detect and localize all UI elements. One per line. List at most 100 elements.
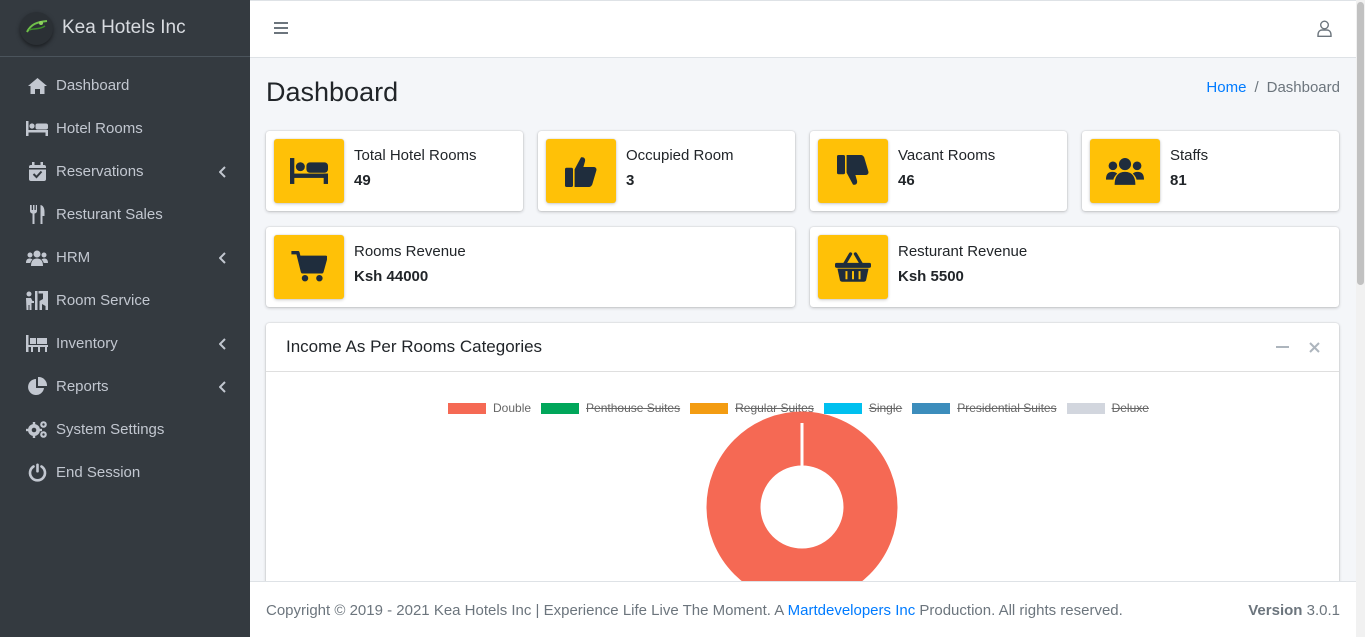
info-box-value: 3 — [626, 172, 635, 189]
info-box-occupied-rooms: Occupied Room 3 — [538, 131, 795, 211]
sidebar-item-label: Reports — [56, 378, 109, 395]
legend-swatch — [690, 402, 729, 414]
footer-suffix-text: Production. All rights reserved. — [915, 602, 1123, 619]
legend-item[interactable]: Presidential Suites — [912, 401, 1057, 415]
breadcrumb-home-link[interactable]: Home — [1206, 79, 1247, 96]
close-icon[interactable] — [1307, 339, 1321, 355]
info-box-label: Vacant Rooms — [898, 147, 996, 164]
sidebar-item-label: End Session — [56, 464, 141, 481]
sidebar-item-hrm[interactable]: HRM — [0, 236, 250, 279]
info-box-value: Ksh 5500 — [898, 268, 964, 285]
info-box-value: Ksh 44000 — [354, 268, 429, 285]
sidebar-item-reservations[interactable]: Reservations — [0, 150, 250, 193]
legend-item[interactable]: Penthouse Suites — [541, 401, 680, 415]
sidebar-item-dashboard[interactable]: Dashboard — [0, 64, 250, 107]
sidebar-item-label: Room Service — [56, 292, 151, 309]
sidebar-nav: Dashboard Hotel Rooms Reservations Restu… — [0, 57, 250, 494]
legend-swatch — [912, 402, 951, 414]
brand-logo — [20, 11, 53, 45]
chevron-left-icon — [218, 380, 226, 398]
legend-swatch — [541, 402, 580, 414]
info-box-label: Rooms Revenue — [354, 243, 466, 260]
sidebar-item-reports[interactable]: Reports — [0, 365, 250, 408]
legend-label: Regular Suites — [735, 401, 814, 415]
utensils-icon — [26, 205, 48, 225]
user-icon[interactable] — [1317, 20, 1332, 42]
legend-label: Deluxe — [1111, 401, 1149, 415]
home-icon — [26, 76, 48, 96]
shopping-cart-icon — [274, 235, 344, 299]
sidebar-item-resturant-sales[interactable]: Resturant Sales — [0, 193, 250, 236]
sidebar-item-label: Reservations — [56, 163, 144, 180]
footer-version: Version 3.0.1 — [1248, 602, 1340, 619]
sidebar-item-hotel-rooms[interactable]: Hotel Rooms — [0, 107, 250, 150]
page-scrollbar[interactable] — [1356, 0, 1365, 637]
sidebar-item-label: Inventory — [56, 335, 118, 352]
sidebar-item-label: Resturant Sales — [56, 206, 163, 223]
info-box-value: 49 — [354, 172, 371, 189]
top-navbar — [250, 0, 1356, 58]
footer-company-link[interactable]: Martdevelopers Inc — [787, 602, 916, 619]
chart-pie-icon — [26, 377, 48, 397]
person-booth-icon — [26, 291, 48, 311]
info-box-label: Occupied Room — [626, 147, 734, 164]
users-icon — [26, 248, 48, 268]
sidebar: Kea Hotels Inc Dashboard Hotel Rooms Res… — [0, 0, 250, 637]
legend-item[interactable]: Single — [823, 401, 903, 415]
info-box-value: 81 — [1170, 172, 1187, 189]
footer-copyright: Copyright © 2019 - 2021 Kea Hotels Inc |… — [266, 602, 1123, 619]
info-box-total-rooms: Total Hotel Rooms 49 — [266, 131, 523, 211]
legend-label: Double — [493, 401, 532, 415]
chart-legend: Double Penthouse Suites Regular Suites Sing… — [448, 401, 1159, 415]
legend-item[interactable]: Regular Suites — [690, 401, 814, 415]
card-title: Income As Per Rooms Categories — [286, 337, 543, 356]
info-box-staffs: Staffs 81 — [1082, 131, 1339, 211]
chevron-left-icon — [218, 165, 226, 183]
brand-name: Kea Hotels Inc — [62, 17, 186, 38]
calendar-check-icon — [26, 162, 48, 182]
card-header: Income As Per Rooms Categories — [266, 323, 1339, 372]
sidebar-item-label: System Settings — [56, 421, 165, 438]
bed-icon — [26, 119, 48, 139]
sidebar-item-system-settings[interactable]: System Settings — [0, 408, 250, 451]
legend-label: Single — [868, 401, 903, 415]
info-box-resturant-revenue: Resturant Revenue Ksh 5500 — [810, 227, 1339, 307]
collapse-card-button[interactable] — [1275, 339, 1289, 355]
scrollbar-thumb[interactable] — [1357, 2, 1364, 285]
content-header: Dashboard Home / Dashboard — [266, 74, 1340, 110]
shopping-basket-icon — [818, 235, 888, 299]
info-box-label: Staffs — [1170, 147, 1209, 164]
chevron-left-icon — [218, 337, 226, 355]
thumbs-down-icon — [818, 139, 888, 203]
legend-label: Penthouse Suites — [586, 401, 681, 415]
sidebar-item-label: Dashboard — [56, 77, 130, 94]
legend-item[interactable]: Deluxe — [1066, 401, 1149, 415]
info-box-label: Total Hotel Rooms — [354, 147, 477, 164]
sidebar-item-inventory[interactable]: Inventory — [0, 322, 250, 365]
bed-icon — [274, 139, 344, 203]
breadcrumb-separator: / — [1254, 79, 1259, 96]
legend-swatch — [1066, 402, 1105, 414]
sidebar-item-end-session[interactable]: End Session — [0, 451, 250, 494]
brand-link[interactable]: Kea Hotels Inc — [0, 0, 250, 57]
page-title: Dashboard — [266, 77, 399, 107]
legend-swatch — [823, 402, 862, 414]
breadcrumb-current: Dashboard — [1266, 79, 1340, 96]
version-number: 3.0.1 — [1306, 602, 1340, 619]
legend-label: Presidential Suites — [957, 401, 1057, 415]
sidebar-item-room-service[interactable]: Room Service — [0, 279, 250, 322]
hamburger-menu-icon[interactable] — [274, 21, 288, 40]
users-icon — [1090, 139, 1160, 203]
legend-swatch — [448, 402, 486, 414]
info-box-rooms-revenue: Rooms Revenue Ksh 44000 — [266, 227, 795, 307]
chevron-left-icon — [218, 251, 226, 269]
footer-copyright-text: Copyright © 2019 - 2021 Kea Hotels Inc |… — [266, 602, 788, 619]
info-box-label: Resturant Revenue — [898, 243, 1028, 260]
breadcrumb: Home / Dashboard — [1206, 79, 1340, 96]
income-chart-card: Income As Per Rooms Categories Double Pen… — [266, 323, 1339, 593]
legend-item[interactable]: Double — [448, 401, 531, 415]
pallet-icon — [26, 334, 48, 354]
doughnut-chart — [706, 411, 898, 593]
power-off-icon — [26, 463, 48, 483]
info-box-vacant-rooms: Vacant Rooms 46 — [810, 131, 1067, 211]
